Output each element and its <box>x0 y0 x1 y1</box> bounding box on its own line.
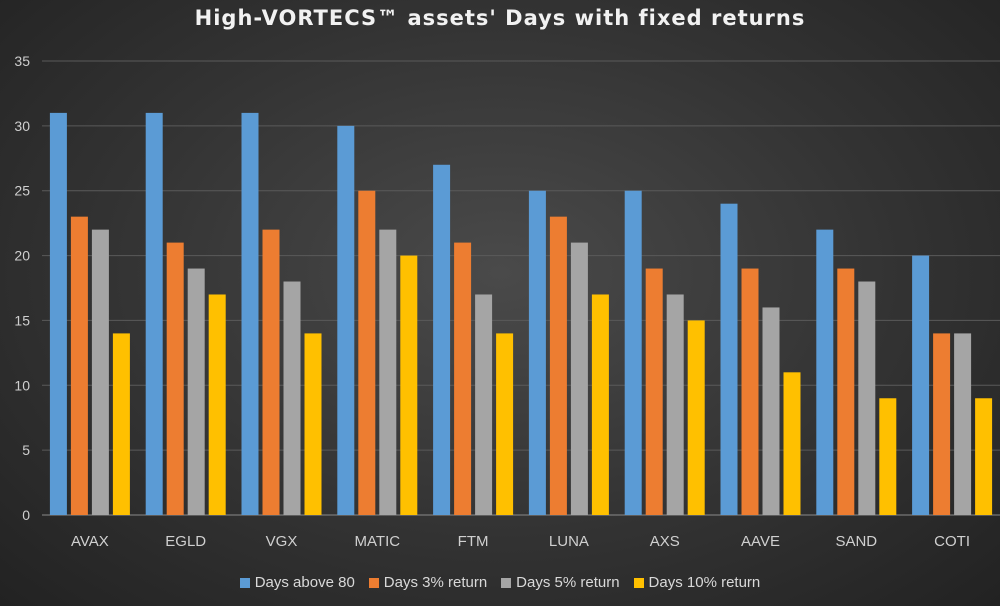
bar-matic-0 <box>337 125 355 515</box>
x-tick-label: COTI <box>934 533 970 550</box>
bar-egld-0 <box>145 112 163 515</box>
x-tick-label: AVAX <box>71 533 109 550</box>
bar-axs-3 <box>687 320 705 515</box>
bar-avax-3 <box>112 333 130 515</box>
bar-vgx-0 <box>241 112 259 515</box>
bar-matic-3 <box>400 255 418 516</box>
legend-item: Days 5% return <box>501 574 620 591</box>
x-tick-label: SAND <box>835 533 877 550</box>
legend: Days above 80 Days 3% return Days 5% retur… <box>0 574 1000 591</box>
bar-vgx-3 <box>304 333 322 515</box>
legend-swatch <box>239 577 250 588</box>
legend-label: Days 10% return <box>648 574 761 591</box>
legend-label: Days 3% return <box>383 574 488 591</box>
y-tick-label: 10 <box>14 377 30 393</box>
y-tick-label: 25 <box>14 183 30 199</box>
x-tick-label: LUNA <box>549 533 589 550</box>
legend-swatch <box>501 577 512 588</box>
bar-ftm-0 <box>433 164 451 515</box>
bar-aave-3 <box>783 372 801 515</box>
legend-label: Days 5% return <box>516 574 620 591</box>
bar-egld-1 <box>166 242 184 515</box>
bar-axs-1 <box>645 268 663 515</box>
y-tick-label: 30 <box>14 118 30 134</box>
bar-egld-2 <box>187 268 205 515</box>
bar-ftm-3 <box>496 333 514 515</box>
y-tick-label: 15 <box>14 312 30 328</box>
chart-title: High-VORTECS™ assets' Days with fixed re… <box>194 6 806 30</box>
bar-sand-3 <box>879 398 897 515</box>
bar-axs-2 <box>666 294 684 515</box>
y-tick-label: 35 <box>14 53 30 69</box>
bar-luna-3 <box>591 294 609 515</box>
bar-matic-2 <box>379 229 397 515</box>
bar-aave-0 <box>720 203 738 515</box>
bar-coti-1 <box>933 333 951 515</box>
x-tick-label: EGLD <box>165 533 206 550</box>
bar-aave-1 <box>741 268 759 515</box>
bar-egld-3 <box>208 294 226 515</box>
bar-vgx-1 <box>262 229 280 515</box>
bar-axs-0 <box>624 190 642 515</box>
x-tick-label: VGX <box>266 533 298 550</box>
bar-ftm-2 <box>475 294 493 515</box>
bar-sand-2 <box>858 281 876 515</box>
y-tick-label: 0 <box>22 507 30 523</box>
y-tick-label: 20 <box>14 248 30 264</box>
bar-avax-0 <box>49 112 67 515</box>
legend-label: Days above 80 <box>254 574 355 591</box>
legend-item: Days above 80 <box>239 574 355 591</box>
x-tick-label: MATIC <box>355 533 401 550</box>
bar-avax-1 <box>70 216 88 515</box>
x-tick-label: AXS <box>650 533 680 550</box>
bar-coti-3 <box>975 398 993 515</box>
bar-luna-1 <box>549 216 567 515</box>
bar-sand-0 <box>816 229 834 515</box>
legend-swatch <box>368 577 379 588</box>
legend-item: Days 10% return <box>633 574 761 591</box>
x-tick-label: FTM <box>458 533 489 550</box>
legend-swatch <box>633 577 644 588</box>
bar-ftm-1 <box>454 242 472 515</box>
y-tick-label: 5 <box>22 442 30 458</box>
bar-coti-2 <box>954 333 972 515</box>
bar-vgx-2 <box>283 281 301 515</box>
bar-sand-1 <box>837 268 855 515</box>
bar-aave-2 <box>762 307 780 515</box>
bar-luna-2 <box>570 242 588 515</box>
bar-luna-0 <box>528 190 546 515</box>
bar-avax-2 <box>91 229 109 515</box>
legend-item: Days 3% return <box>368 574 488 591</box>
x-tick-label: AAVE <box>741 533 780 550</box>
bar-matic-1 <box>358 190 376 515</box>
bar-coti-0 <box>912 255 930 516</box>
